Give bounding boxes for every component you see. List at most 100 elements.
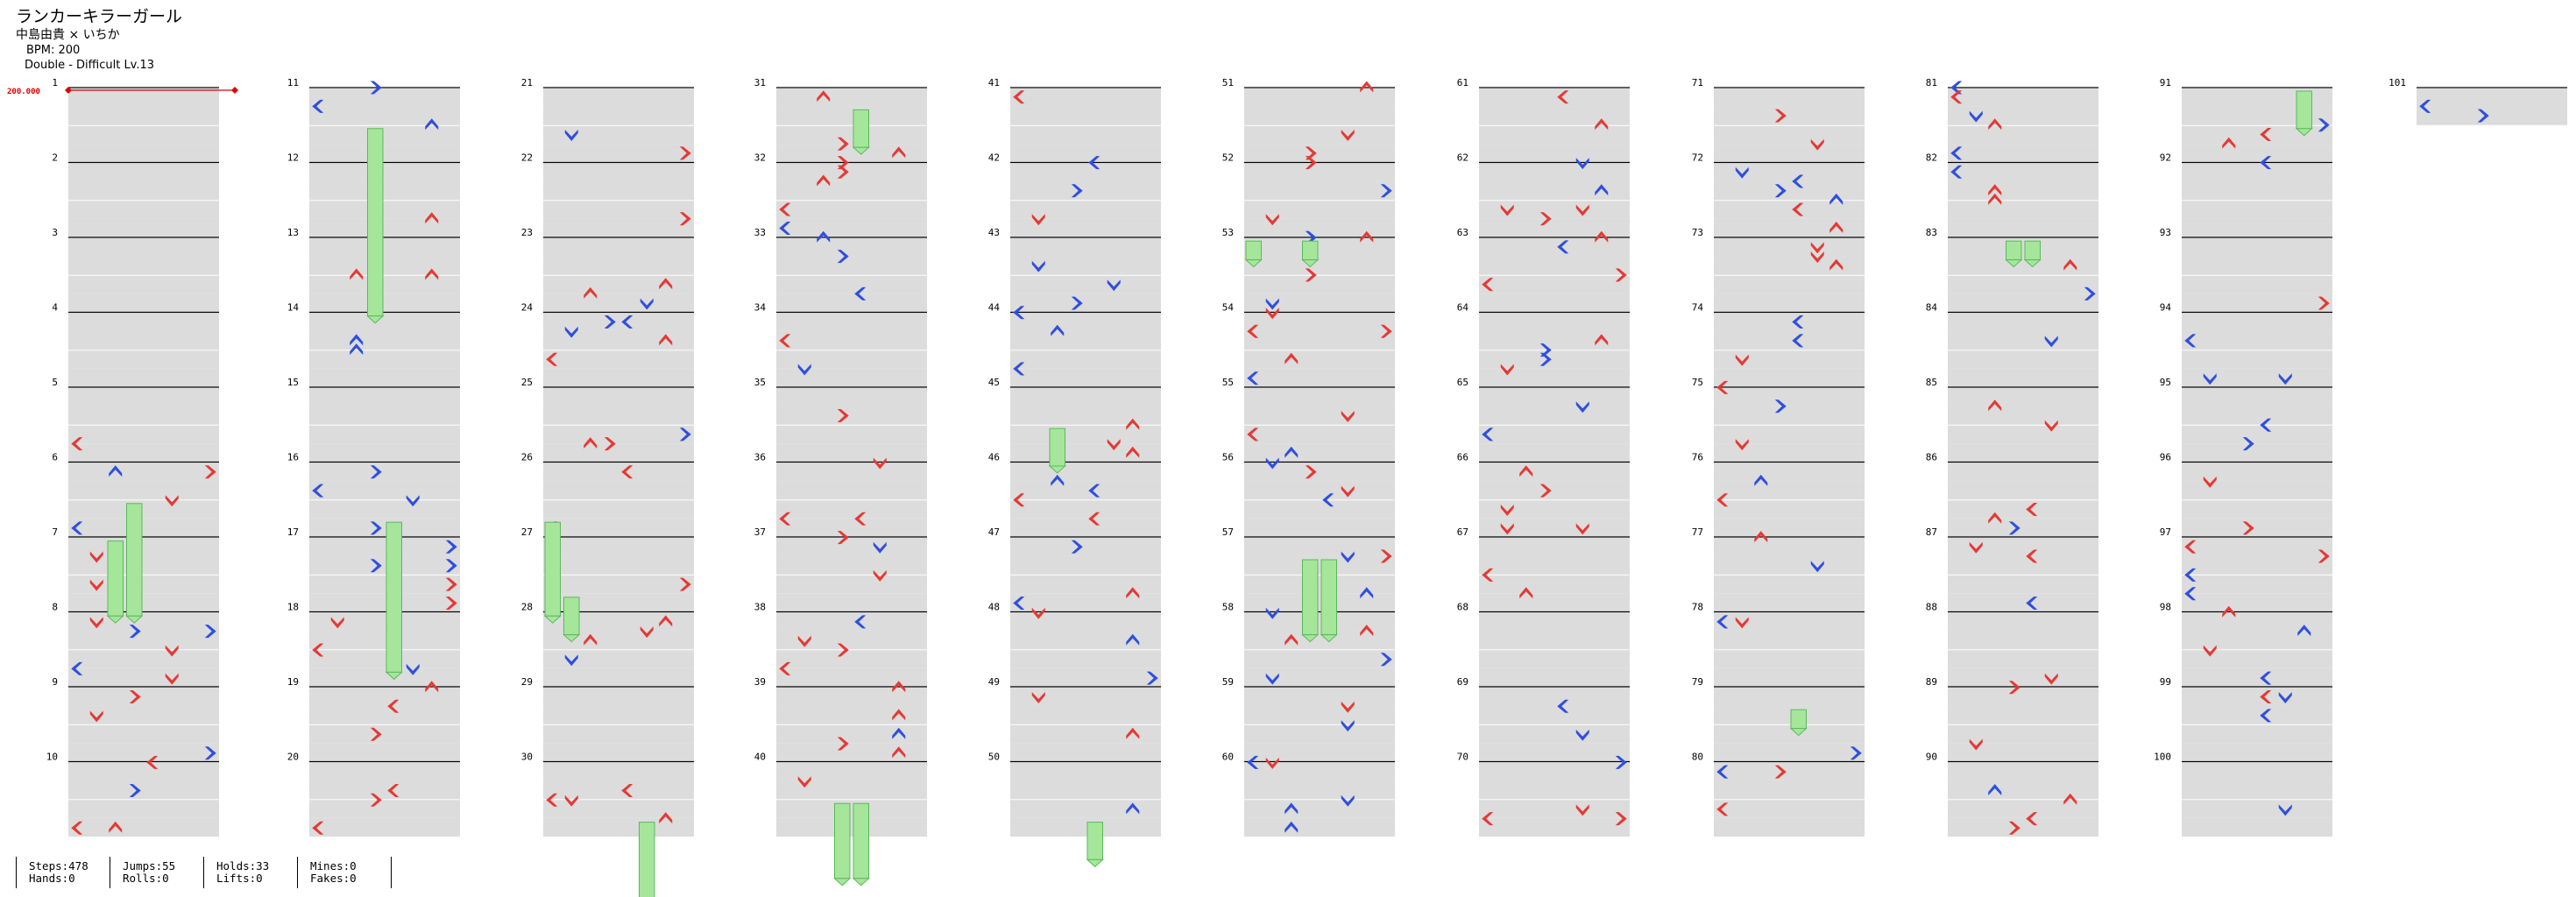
measure-stripe <box>309 688 460 706</box>
measure-stripe <box>776 817 927 837</box>
red-arrow <box>679 577 691 591</box>
measure-stripe <box>1714 425 1865 444</box>
measure-stripe <box>1714 163 1865 181</box>
measure-stripe <box>68 425 219 444</box>
measure-number: 84 <box>1926 302 1938 314</box>
blue-arrow <box>1265 673 1279 685</box>
measure-number: 74 <box>1692 302 1704 314</box>
measure-stripe <box>1714 575 1865 594</box>
red-arrow <box>1482 812 1494 826</box>
measure-stripe <box>309 425 460 444</box>
measure-stripe <box>68 575 219 594</box>
measure-stripe <box>1948 762 2098 780</box>
measure-stripe <box>1714 350 1865 369</box>
blue-arrow <box>1107 279 1121 292</box>
blue-arrow <box>2184 587 2197 601</box>
measure-number: 82 <box>1926 152 1937 164</box>
red-arrow <box>1341 130 1355 141</box>
measure-stripe <box>1714 705 1865 724</box>
measure-stripe <box>309 743 460 762</box>
measure-stripe <box>309 443 460 463</box>
blue-arrow <box>837 250 849 264</box>
measure-stripe <box>1479 500 1630 519</box>
blue-arrow <box>1051 324 1065 336</box>
measure-stripe <box>1479 163 1630 181</box>
red-arrow <box>425 681 439 693</box>
blue-arrow <box>621 315 633 328</box>
red-arrow <box>1265 757 1279 769</box>
blue-arrow <box>817 230 831 243</box>
measure-number: 20 <box>287 752 299 763</box>
measure-stripe <box>1948 125 2098 145</box>
measure-number: 7 <box>52 526 58 538</box>
measure-number: 52 <box>1222 152 1234 164</box>
measure-stripe <box>68 463 219 481</box>
measure-number: 83 <box>1926 227 1937 238</box>
measure-number: 71 <box>1692 77 1703 88</box>
measure-stripe <box>1010 630 1161 650</box>
blue-arrow <box>1284 446 1299 458</box>
measure: 73 <box>1692 227 1865 313</box>
measure-stripe <box>1714 180 1865 201</box>
red-arrow <box>1829 222 1844 233</box>
measure-number: 61 <box>1457 77 1468 88</box>
red-arrow <box>873 457 887 470</box>
measure-stripe <box>1010 555 1161 575</box>
blue-arrow <box>109 465 123 477</box>
measure-stripe <box>2417 88 2567 107</box>
red-arrow <box>71 437 83 451</box>
bpm-marker-label: 200.000 <box>7 88 40 96</box>
measure-stripe <box>776 612 927 631</box>
measure-stripe <box>543 593 694 612</box>
blue-arrow <box>1051 474 1065 486</box>
measure: 96 <box>2160 452 2332 538</box>
measure: 71 <box>1692 77 1865 163</box>
measure-stripe <box>776 180 927 201</box>
measure-number: 96 <box>2160 452 2171 463</box>
red-arrow <box>2008 821 2020 835</box>
red-arrow <box>1988 193 2002 205</box>
measure: 12 <box>287 152 460 238</box>
measure: 79 <box>1692 676 1865 762</box>
blue-arrow <box>370 521 382 535</box>
measure-number: 93 <box>2160 227 2171 238</box>
measure-stripe <box>309 480 460 500</box>
blue-arrow <box>604 315 616 328</box>
hold-note <box>367 128 384 317</box>
red-arrow <box>312 643 324 657</box>
red-arrow <box>1380 549 1392 563</box>
blue-arrow <box>779 222 791 235</box>
measure-stripe <box>1010 425 1161 444</box>
measure-stripe <box>68 406 219 425</box>
hold-note-tail <box>1048 465 1066 474</box>
red-arrow <box>1615 268 1627 282</box>
measure-stripe <box>776 330 927 350</box>
red-arrow <box>1013 493 1025 507</box>
measure-number: 37 <box>754 526 766 538</box>
measure-number: 76 <box>1692 452 1703 463</box>
measure-number: 55 <box>1222 377 1234 388</box>
measure-stripe <box>2182 368 2332 388</box>
measure-stripe <box>1244 780 1395 800</box>
measure-stripe <box>2182 406 2332 425</box>
measure-stripe <box>1948 612 2098 631</box>
blue-arrow <box>445 559 457 573</box>
measure-stripe <box>1948 555 2098 575</box>
measure-stripe <box>543 163 694 181</box>
blue-arrow <box>1575 401 1589 413</box>
blue-arrow <box>797 364 811 376</box>
blue-arrow <box>2260 156 2272 170</box>
blue-arrow <box>370 559 382 573</box>
measure-stripe <box>1244 218 1395 238</box>
blue-arrow <box>2008 521 2020 535</box>
measure-number: 26 <box>521 452 533 463</box>
measure: 15 <box>287 377 460 463</box>
measure: 38 <box>754 602 927 688</box>
blue-arrow <box>1013 597 1025 610</box>
measure-stripe <box>1948 218 2098 238</box>
measure-number: 69 <box>1457 676 1468 688</box>
measure-stripe <box>543 125 694 145</box>
measure-stripe <box>1244 350 1395 369</box>
red-arrow <box>1265 307 1279 320</box>
measure-stripe <box>543 88 694 107</box>
